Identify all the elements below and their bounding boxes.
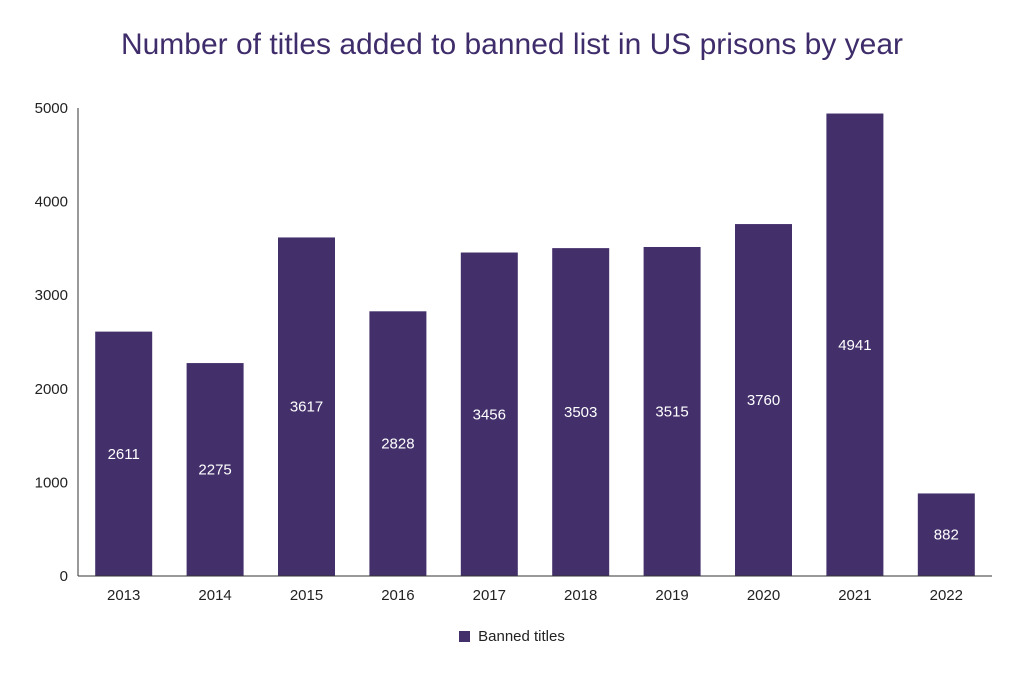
bar-data-label: 3760 (747, 392, 780, 409)
x-tick-label: 2019 (655, 587, 688, 604)
x-tick-label: 2021 (838, 587, 871, 604)
y-tick-label: 0 (60, 568, 68, 585)
x-tick-label: 2016 (381, 587, 414, 604)
bar (369, 311, 427, 576)
legend: Banned titles (0, 628, 1024, 645)
bar-data-label: 2611 (108, 446, 140, 463)
chart-title: Number of titles added to banned list in… (120, 28, 904, 61)
bar (643, 246, 701, 576)
bar (278, 237, 335, 577)
bar (552, 248, 610, 576)
bar (460, 252, 518, 576)
legend-label: Banned titles (478, 628, 565, 645)
y-tick-label: 2000 (35, 381, 68, 398)
bar-data-label: 2275 (198, 462, 231, 479)
x-tick-label: 2015 (290, 587, 323, 604)
x-tick-label: 2020 (747, 587, 780, 604)
y-tick-label: 5000 (35, 100, 68, 117)
x-tick-label: 2017 (473, 587, 506, 604)
x-tick-label: 2018 (564, 587, 597, 604)
x-tick-label: 2014 (198, 587, 231, 604)
bar-data-label: 2828 (381, 436, 414, 453)
bar (186, 363, 244, 576)
bar-data-label: 3503 (564, 404, 597, 421)
x-tick-label: 2022 (930, 587, 963, 604)
y-tick-label: 3000 (35, 287, 68, 304)
bar-data-label: 3617 (290, 399, 323, 416)
bar (95, 331, 153, 576)
bar (826, 113, 884, 576)
bar (917, 493, 975, 576)
bar-data-label: 882 (934, 527, 959, 544)
y-tick-label: 4000 (35, 194, 68, 211)
bar-data-label: 3456 (473, 406, 506, 423)
legend-swatch (459, 631, 471, 642)
x-tick-label: 2013 (107, 587, 140, 604)
bar (735, 224, 792, 576)
bar-data-label: 4941 (838, 337, 871, 354)
y-tick-label: 1000 (35, 474, 68, 491)
bar-data-label: 3515 (655, 403, 688, 420)
